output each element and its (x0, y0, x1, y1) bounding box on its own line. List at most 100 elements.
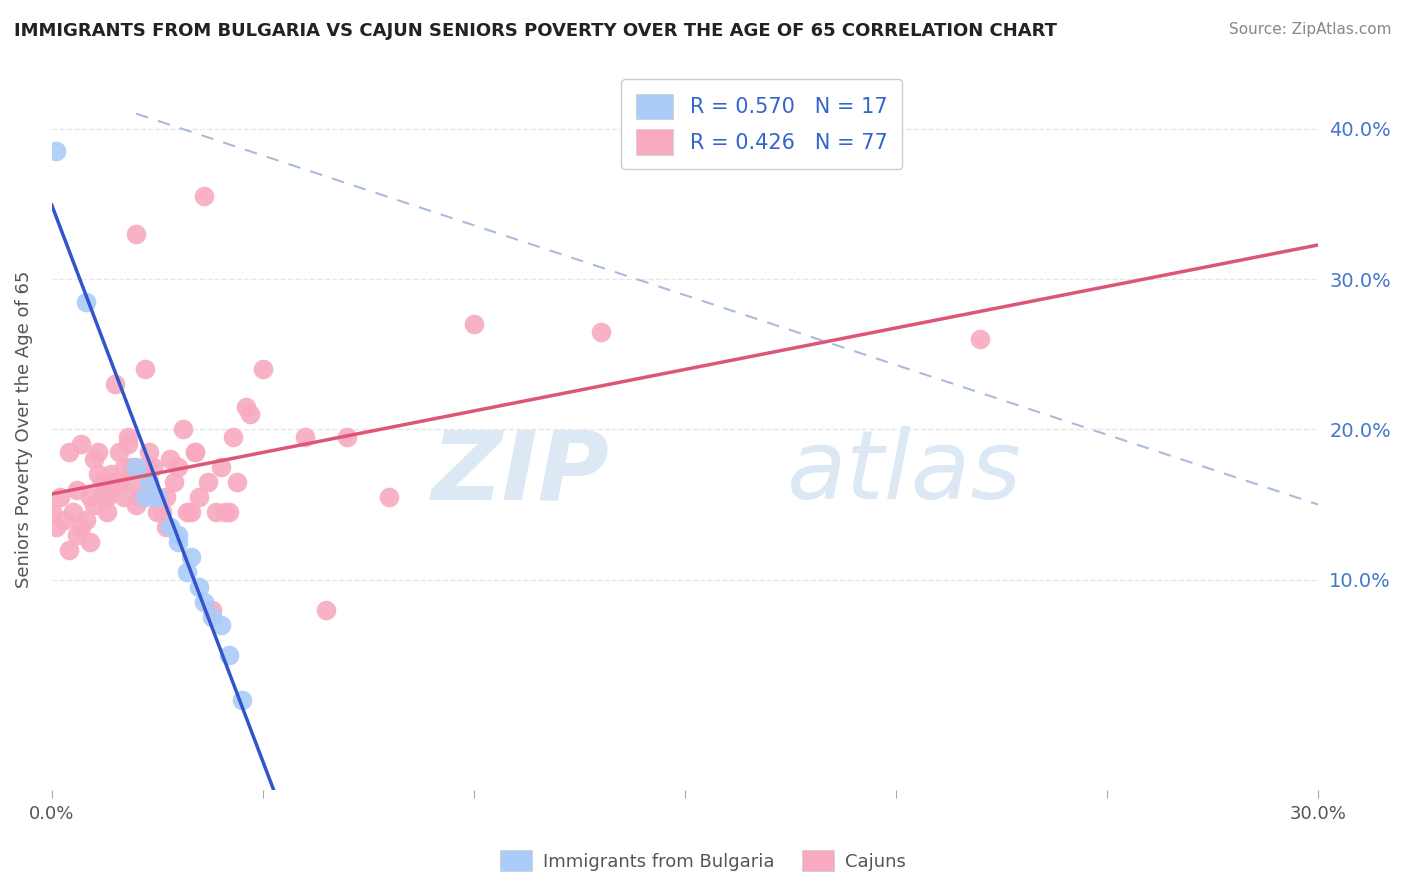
Point (125, 227, 148, 241)
Point (218, 505, 240, 519)
Point (226, 475, 249, 489)
Point (83, 452, 105, 467)
Point (294, 430, 316, 444)
Point (214, 505, 236, 519)
Point (176, 505, 198, 519)
Point (41, 505, 63, 519)
Point (117, 430, 139, 444)
Point (201, 603, 224, 617)
Point (146, 505, 169, 519)
Point (121, 475, 143, 489)
Point (62, 505, 84, 519)
Text: Source: ZipAtlas.com: Source: ZipAtlas.com (1229, 22, 1392, 37)
Point (75, 294, 97, 309)
Point (252, 362, 274, 376)
Point (969, 332, 991, 346)
Point (159, 520, 181, 534)
Point (184, 445, 207, 459)
Point (159, 452, 181, 467)
Point (125, 498, 148, 512)
Legend: Immigrants from Bulgaria, Cajuns: Immigrants from Bulgaria, Cajuns (492, 843, 914, 879)
Point (193, 595, 215, 609)
Point (176, 565, 198, 579)
Point (150, 505, 173, 519)
Point (315, 603, 337, 617)
Point (45, 145, 67, 159)
Point (155, 490, 177, 504)
Point (87, 467, 110, 482)
Point (66, 483, 89, 497)
Point (142, 459, 165, 474)
Point (100, 467, 122, 482)
Point (146, 490, 169, 504)
Point (146, 490, 169, 504)
Point (66, 527, 89, 541)
Point (209, 617, 232, 632)
Point (104, 377, 127, 392)
Point (188, 580, 211, 594)
Point (197, 475, 219, 489)
Point (218, 648, 240, 662)
Point (138, 475, 160, 489)
Point (155, 520, 177, 534)
Point (121, 459, 143, 474)
Point (58, 542, 80, 557)
Point (134, 362, 156, 376)
Point (205, 505, 228, 519)
Point (239, 407, 262, 421)
Point (193, 189, 215, 203)
Point (167, 527, 190, 541)
Point (209, 459, 232, 474)
Point (75, 512, 97, 526)
Point (184, 445, 207, 459)
Point (45, 520, 67, 534)
Text: ZIP: ZIP (432, 426, 609, 519)
Text: atlas: atlas (786, 426, 1021, 519)
Point (117, 437, 139, 451)
Point (180, 505, 202, 519)
Point (83, 498, 105, 512)
Point (167, 535, 190, 549)
Point (70, 520, 93, 534)
Point (134, 490, 156, 504)
Point (201, 610, 224, 624)
Point (589, 325, 612, 339)
Point (378, 490, 401, 504)
Point (129, 490, 152, 504)
Point (138, 475, 160, 489)
Point (91, 475, 114, 489)
Point (108, 475, 131, 489)
Point (336, 430, 359, 444)
Point (125, 459, 148, 474)
Point (222, 430, 245, 444)
Point (100, 483, 122, 497)
Point (96, 490, 118, 504)
Point (91, 490, 114, 504)
Point (163, 475, 186, 489)
Point (108, 445, 131, 459)
Point (79, 490, 101, 504)
Point (112, 459, 135, 474)
Point (235, 400, 257, 414)
Point (112, 490, 135, 504)
Point (134, 459, 156, 474)
Legend: R = 0.570   N = 17, R = 0.426   N = 77: R = 0.570 N = 17, R = 0.426 N = 77 (621, 78, 903, 169)
Point (53, 512, 76, 526)
Point (129, 490, 152, 504)
Point (138, 445, 160, 459)
Point (463, 317, 485, 331)
Point (70, 437, 93, 451)
Point (167, 459, 190, 474)
Y-axis label: Seniors Poverty Over the Age of 65: Seniors Poverty Over the Age of 65 (15, 270, 32, 588)
Point (188, 490, 211, 504)
Text: IMMIGRANTS FROM BULGARIA VS CAJUN SENIORS POVERTY OVER THE AGE OF 65 CORRELATION: IMMIGRANTS FROM BULGARIA VS CAJUN SENIOR… (14, 22, 1057, 40)
Point (104, 475, 127, 489)
Point (58, 445, 80, 459)
Point (172, 422, 194, 436)
Point (79, 535, 101, 549)
Point (231, 693, 253, 707)
Point (96, 505, 118, 519)
Point (49, 490, 72, 504)
Point (87, 445, 110, 459)
Point (180, 550, 202, 565)
